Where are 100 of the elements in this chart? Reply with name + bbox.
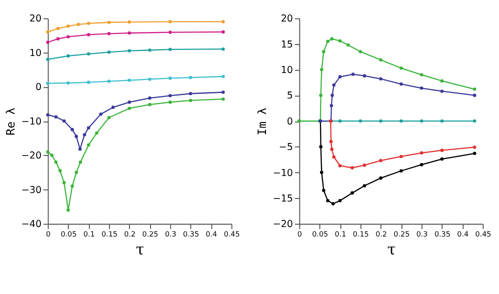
point bbox=[329, 140, 333, 144]
point bbox=[362, 164, 366, 167]
point bbox=[128, 49, 132, 52]
point bbox=[74, 170, 78, 174]
y-tick-label: −15 bbox=[272, 193, 293, 204]
y-tick-label: 15 bbox=[280, 39, 293, 50]
point bbox=[358, 119, 362, 123]
point bbox=[168, 30, 172, 34]
point bbox=[66, 54, 70, 58]
point bbox=[440, 119, 444, 123]
point bbox=[440, 148, 444, 152]
y-axis-title: Im λ bbox=[255, 108, 270, 136]
point bbox=[222, 30, 225, 34]
point bbox=[168, 20, 172, 24]
point bbox=[107, 116, 111, 120]
point bbox=[54, 115, 58, 119]
point bbox=[148, 78, 152, 81]
point bbox=[440, 90, 444, 93]
point bbox=[379, 158, 382, 162]
point bbox=[168, 94, 172, 98]
point bbox=[107, 80, 111, 83]
point bbox=[62, 181, 66, 184]
y-tick-label: 20 bbox=[280, 14, 293, 25]
y-tick-label: −40 bbox=[21, 219, 42, 230]
point bbox=[472, 119, 476, 123]
point bbox=[222, 47, 225, 51]
point bbox=[350, 191, 354, 195]
point bbox=[472, 88, 476, 91]
y-tick-label: −20 bbox=[21, 150, 42, 162]
point bbox=[74, 134, 78, 138]
point bbox=[326, 40, 330, 44]
point bbox=[70, 128, 74, 132]
point bbox=[400, 66, 403, 70]
y-tick-label: −30 bbox=[21, 184, 42, 196]
y-tick-label: −10 bbox=[21, 116, 42, 128]
point bbox=[168, 76, 172, 80]
point bbox=[86, 33, 90, 36]
point bbox=[148, 48, 152, 52]
point bbox=[46, 30, 50, 34]
y-tick-label: 5 bbox=[286, 90, 293, 102]
point bbox=[56, 37, 60, 40]
point bbox=[379, 119, 382, 123]
point bbox=[338, 119, 342, 123]
point bbox=[128, 100, 132, 104]
point bbox=[319, 145, 322, 148]
point bbox=[330, 104, 334, 108]
x-axis-title: τ bbox=[387, 240, 396, 258]
point bbox=[66, 24, 70, 28]
y-axis-title: Re λ bbox=[4, 108, 18, 136]
point bbox=[86, 22, 90, 26]
point bbox=[472, 146, 476, 149]
point bbox=[128, 106, 132, 110]
point bbox=[50, 154, 54, 157]
point bbox=[148, 96, 152, 100]
point bbox=[86, 126, 90, 130]
point bbox=[420, 86, 424, 90]
point bbox=[358, 50, 362, 54]
point bbox=[128, 78, 132, 82]
point bbox=[86, 143, 90, 147]
point bbox=[78, 147, 82, 151]
point bbox=[330, 37, 334, 40]
point bbox=[326, 199, 330, 202]
point bbox=[351, 72, 355, 76]
point bbox=[222, 90, 225, 94]
point bbox=[46, 113, 50, 117]
point bbox=[66, 81, 70, 85]
point bbox=[420, 163, 424, 166]
point bbox=[379, 77, 382, 81]
point bbox=[420, 151, 424, 155]
point bbox=[46, 58, 50, 62]
point bbox=[62, 119, 66, 123]
point bbox=[319, 94, 322, 97]
point bbox=[107, 20, 111, 24]
point bbox=[78, 160, 82, 164]
point bbox=[222, 74, 225, 78]
point bbox=[58, 169, 62, 172]
point bbox=[331, 202, 335, 206]
y-tick-label: 10 bbox=[280, 64, 293, 76]
y-tick-label: −5 bbox=[278, 142, 293, 154]
point bbox=[107, 32, 111, 36]
point bbox=[46, 150, 50, 154]
point bbox=[400, 169, 403, 173]
y-tick-label: −10 bbox=[272, 168, 293, 179]
point bbox=[420, 73, 424, 76]
point bbox=[338, 39, 342, 43]
y-tick-label: 20 bbox=[29, 14, 42, 25]
y-tick-label: −20 bbox=[272, 219, 293, 230]
point bbox=[400, 82, 403, 86]
point bbox=[362, 184, 366, 188]
point bbox=[346, 43, 350, 47]
point bbox=[338, 199, 342, 202]
point bbox=[86, 52, 90, 56]
point bbox=[128, 20, 132, 24]
point bbox=[70, 184, 74, 188]
point bbox=[400, 154, 403, 158]
point bbox=[222, 97, 225, 101]
point bbox=[86, 80, 90, 84]
point bbox=[188, 98, 192, 102]
point bbox=[107, 50, 111, 54]
point bbox=[168, 100, 172, 104]
